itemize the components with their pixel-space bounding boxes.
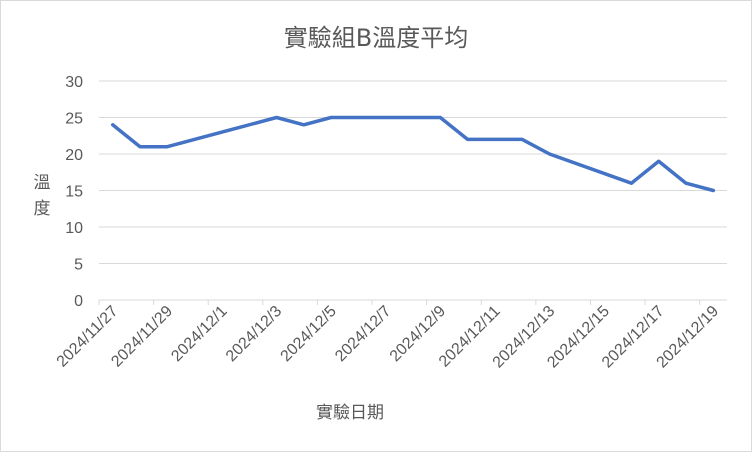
y-axis-title: 溫度 xyxy=(34,173,51,219)
y-axis-title-char: 溫 xyxy=(34,173,51,193)
y-tick-label: 5 xyxy=(74,257,83,274)
x-axis-tick-labels: 2024/11/272024/11/292024/12/12024/12/320… xyxy=(54,303,723,372)
x-axis xyxy=(98,299,727,305)
y-tick-label: 15 xyxy=(65,184,83,201)
y-tick-label: 20 xyxy=(65,147,83,164)
y-tick-label: 10 xyxy=(65,220,83,237)
y-axis-tick-labels: 0 5 10 15 20 25 30 xyxy=(65,74,83,310)
y-tick-label: 30 xyxy=(65,74,83,91)
series-line xyxy=(110,115,716,193)
y-tick-label: 25 xyxy=(65,111,83,128)
x-tick-label: 2024/12/5 xyxy=(278,303,340,365)
y-tick-label: 0 xyxy=(74,293,83,310)
series-group xyxy=(110,115,716,193)
x-axis-title: 實驗日期 xyxy=(316,403,384,423)
gridlines xyxy=(99,80,727,264)
x-tick-label: 2024/12/3 xyxy=(223,303,285,365)
x-tick-label: 2024/12/7 xyxy=(332,303,394,365)
chart-title: 實驗組B溫度平均 xyxy=(284,24,468,52)
x-tick-label: 2024/12/1 xyxy=(168,303,230,365)
y-axis-title-char: 度 xyxy=(34,199,51,219)
